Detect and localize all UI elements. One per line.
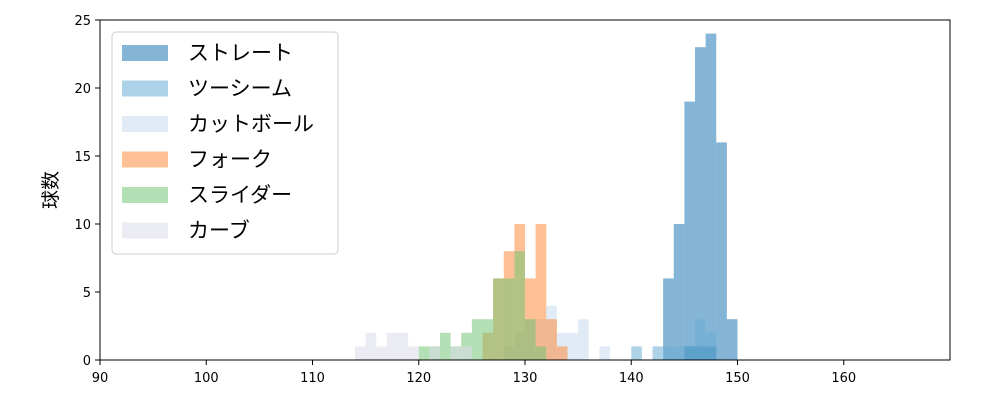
histogram-bar	[716, 142, 727, 360]
legend-swatch	[122, 151, 168, 168]
legend-label: カーブ	[188, 219, 250, 243]
histogram-bar	[461, 346, 472, 360]
legend-swatch	[122, 45, 168, 61]
histogram-bar	[440, 332, 451, 360]
histogram-bar	[418, 346, 430, 360]
y-tick-label: 5	[83, 286, 91, 301]
legend-label: ツーシーム	[188, 77, 292, 101]
x-tick-label: 150	[725, 371, 750, 386]
histogram-bar	[726, 319, 738, 360]
histogram-bar	[355, 346, 366, 360]
histogram-bar	[429, 346, 440, 360]
histogram-bar	[397, 332, 409, 360]
histogram-bars	[355, 33, 738, 360]
histogram-bar	[471, 319, 483, 360]
histogram-bar	[556, 346, 568, 360]
y-axis-label: 球数	[40, 171, 62, 209]
histogram-bar	[493, 278, 504, 360]
x-tick-label: 120	[406, 371, 431, 386]
series-1	[631, 319, 717, 360]
histogram-bar	[652, 346, 664, 360]
histogram-bar	[684, 101, 695, 360]
legend-label: スライダー	[188, 183, 292, 207]
legend-swatch	[122, 80, 168, 97]
histogram-bar	[673, 224, 685, 360]
histogram-bar	[663, 278, 674, 360]
histogram-bar	[408, 346, 419, 360]
histogram-bar	[578, 319, 589, 360]
histogram-bar	[546, 319, 557, 360]
legend-label: カットボール	[188, 112, 314, 136]
histogram-bar	[482, 319, 494, 360]
legend-swatch	[122, 222, 168, 239]
histogram-bar	[535, 224, 547, 360]
legend-swatch	[122, 187, 168, 203]
histogram-bar	[450, 346, 462, 360]
legend-box	[111, 31, 339, 255]
x-tick-label: 110	[300, 371, 325, 386]
histogram-bar	[663, 346, 674, 360]
histogram-bar	[705, 33, 717, 360]
y-tick-label: 20	[74, 82, 91, 97]
histogram-bar	[376, 346, 387, 360]
series-0	[663, 33, 738, 360]
x-tick-label: 140	[619, 371, 644, 386]
histogram-bar	[599, 346, 610, 360]
y-tick-label: 25	[74, 14, 91, 29]
histogram-bar	[525, 319, 536, 360]
histogram-bar	[695, 47, 706, 360]
legend-label: ストレート	[188, 41, 293, 65]
axes: 90 100 110 120 130 140 150 160 0 5 10 15 20 25	[74, 14, 951, 386]
x-tick-label: 160	[831, 371, 856, 386]
legend-label: フォーク	[188, 148, 272, 172]
histogram-bar	[514, 251, 525, 360]
histogram-bar	[695, 319, 706, 360]
y-tick-label: 15	[74, 150, 91, 165]
x-tick-label: 90	[92, 371, 109, 386]
x-tick-label: 130	[513, 371, 538, 386]
series-5	[355, 332, 472, 360]
histogram-bar	[631, 346, 642, 360]
histogram-bar	[365, 332, 377, 360]
histogram-bar	[386, 332, 398, 360]
x-tick-label: 100	[194, 371, 219, 386]
y-tick-label: 10	[74, 218, 91, 233]
legend-swatch	[122, 116, 168, 132]
histogram-bar	[705, 332, 717, 360]
histogram-bar	[503, 278, 515, 360]
y-tick-label: 0	[83, 354, 91, 369]
histogram-bar	[673, 346, 685, 360]
histogram-bar	[535, 346, 547, 360]
histogram-bar	[684, 346, 695, 360]
histogram-bar	[567, 332, 579, 360]
